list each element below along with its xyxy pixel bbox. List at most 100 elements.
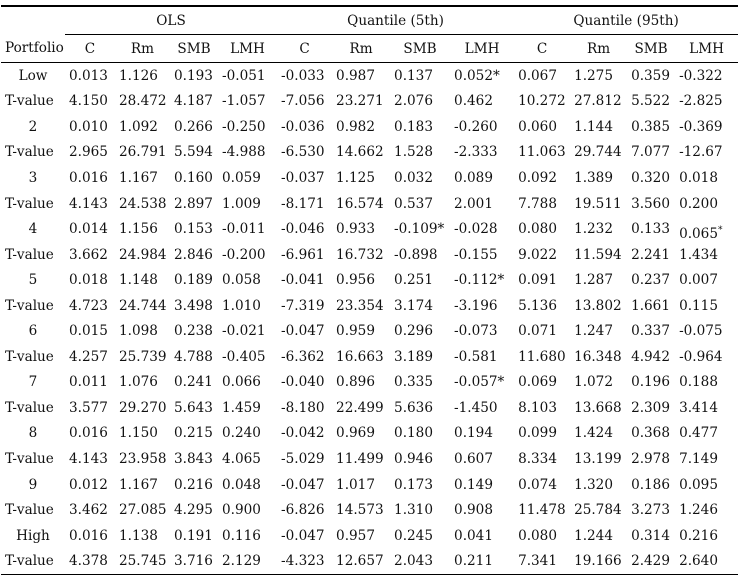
table-cell: 3.414 [679, 399, 718, 416]
table-cell: 0.060 [518, 118, 557, 135]
row-label: T-value [1, 548, 65, 575]
table-row: T-value 4.723 24.744 3.498 1.010 -7.319 23.354… [1, 293, 738, 319]
table-cell: 4.788 [174, 348, 213, 365]
table-cell: 23.354 [336, 297, 384, 314]
table-cell: 1.246 [679, 502, 718, 519]
table-cell: 0.359 [631, 67, 670, 84]
table-cell: 1.275 [574, 67, 613, 84]
table-cell: 0.007 [679, 272, 718, 289]
table-cell: 0.368 [631, 425, 670, 442]
table-cell: 5.643 [174, 399, 213, 416]
row-label: T-value [5, 93, 54, 110]
table-cell: 3.560 [631, 195, 670, 212]
table-cell: 0.089 [454, 169, 493, 186]
table-cell: 0.137 [394, 67, 433, 84]
table-cell: 0.238 [174, 323, 213, 340]
table-cell: 0.160 [174, 169, 213, 186]
table-cell: 1.072 [574, 374, 613, 391]
table-cell: 0.074 [518, 476, 557, 493]
table-cell: -0.033 [281, 67, 325, 84]
table-cell: 1.156 [119, 221, 158, 238]
table-cell: 0.900 [222, 502, 261, 519]
table-cell: -0.041 [281, 272, 325, 289]
table-cell: 1.424 [574, 425, 613, 442]
table-cell: 0.191 [174, 527, 213, 544]
table-cell: 0.296 [394, 323, 433, 340]
table-cell: 0.116 [222, 527, 261, 544]
table-cell: 16.348 [574, 348, 622, 365]
table-cell: 0.189 [174, 272, 213, 289]
row-label: Low [18, 67, 48, 84]
table-row: T-value 2.965 26.791 5.594 -4.988 -6.530 14.66… [1, 140, 738, 166]
group-header-blank [1, 5, 65, 35]
table-cell: 29.744 [574, 144, 622, 161]
table-cell: 0.215 [174, 425, 213, 442]
table-cell: 1.009 [222, 195, 261, 212]
table-cell: 13.668 [574, 399, 622, 416]
table-cell: 1.247 [574, 323, 613, 340]
row-label: 3 [28, 169, 38, 186]
table-cell: 16.732 [336, 246, 384, 263]
table-cell: 2.043 [390, 548, 451, 575]
row-label: T-value [5, 502, 54, 519]
table-cell: 0.016 [69, 425, 108, 442]
table-cell: 0.194 [454, 425, 493, 442]
table-cell: 8.334 [518, 450, 557, 467]
table-cell: 12.657 [332, 548, 391, 575]
table-cell: 29.270 [119, 399, 167, 416]
table-cell: 0.216 [679, 527, 718, 544]
table-cell: -2.333 [454, 144, 498, 161]
regression-table: OLS Quantile (5th) Quantile (95th) Portf… [1, 5, 739, 575]
table-cell: 0.607 [454, 450, 493, 467]
table-cell: 0.048 [222, 476, 261, 493]
table-row: 6 0.015 1.098 0.238 -0.021 -0.047 0.959 0.296 -0… [1, 318, 738, 344]
table-cell: 1.661 [631, 297, 670, 314]
table-cell: 0.016 [69, 527, 108, 544]
table-cell: -0.250 [222, 118, 266, 135]
column-header-rm: Rm [115, 34, 170, 63]
table-cell: -0.964 [679, 348, 723, 365]
table-cell: 1.092 [119, 118, 158, 135]
table-cell: -0.073 [454, 323, 498, 340]
table-cell: 0.015 [69, 323, 108, 340]
table-cell: 26.791 [119, 144, 167, 161]
table-cell: -0.021 [222, 323, 266, 340]
table-cell: 0.115 [679, 297, 718, 314]
table-cell: 23.271 [336, 93, 384, 110]
table-cell: 0.011 [69, 374, 108, 391]
table-cell: 24.984 [119, 246, 167, 263]
table-cell: 0.335 [394, 374, 433, 391]
column-header-rm: Rm [332, 34, 391, 63]
table-cell: 0.946 [394, 450, 433, 467]
table-cell: 0.059 [222, 169, 261, 186]
table-cell: -5.029 [281, 450, 325, 467]
table-cell: -8.171 [281, 195, 325, 212]
table-cell: 0.180 [394, 425, 433, 442]
table-cell: -0.051 [222, 67, 266, 84]
table-cell: 1.310 [394, 502, 433, 519]
table-cell: 25.745 [115, 548, 170, 575]
table-cell: 3.462 [69, 502, 108, 519]
table-cell: 4.150 [69, 93, 108, 110]
table-row: T-value 4.143 24.538 2.897 1.009 -8.171 16.574… [1, 191, 738, 217]
table-cell: 1.320 [574, 476, 613, 493]
column-header-smb: SMB [170, 34, 218, 63]
table-cell: -0.040 [281, 374, 325, 391]
table-cell: 2.965 [69, 144, 108, 161]
table-cell: -6.362 [281, 348, 325, 365]
table-cell: 3.577 [69, 399, 108, 416]
table-cell: 1.017 [336, 476, 375, 493]
table-cell: 3.174 [394, 297, 433, 314]
table-cell: -0.112* [454, 272, 505, 289]
table-cell: 0.133 [631, 221, 670, 238]
table-cell: 0.193 [174, 67, 213, 84]
table-cell: 0.010 [69, 118, 108, 135]
table-cell: 0.080 [518, 527, 557, 544]
table-cell: 0.896 [336, 374, 375, 391]
table-cell: -0.047 [281, 527, 325, 544]
table-body: Low 0.013 1.126 0.193 -0.051 -0.033 0.987 0.137… [1, 63, 739, 575]
table-cell: 4.143 [69, 195, 108, 212]
table-cell: 5.636 [394, 399, 433, 416]
table-cell: 13.199 [574, 450, 622, 467]
table-cell: 0.092 [518, 169, 557, 186]
